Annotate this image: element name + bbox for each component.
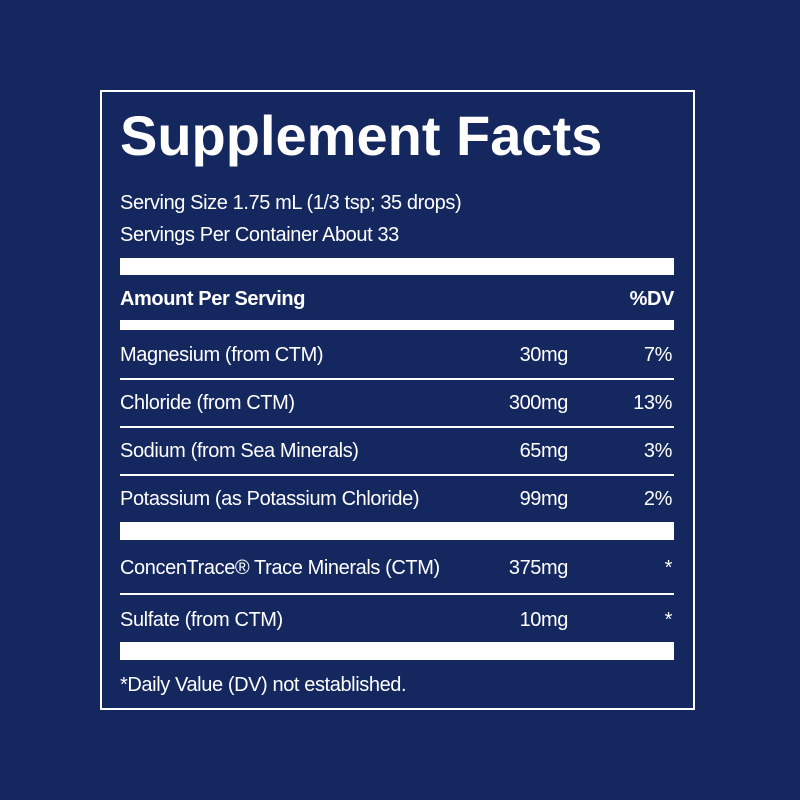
thin-rule [120, 593, 674, 595]
nutrient-dv: 3% [643, 440, 673, 462]
thin-rule [120, 474, 674, 476]
title: Supplement Facts [120, 104, 603, 167]
thin-rule [120, 426, 674, 428]
nutrient-amount: 10mg [519, 609, 569, 631]
nutrient-dv: 7% [643, 344, 673, 366]
nutrient-dv: 2% [643, 488, 673, 510]
servings-per-container: Servings Per Container About 33 [120, 224, 399, 246]
nutrient-dv: * [664, 609, 673, 631]
thick-rule [120, 642, 674, 660]
serving-size: Serving Size 1.75 mL (1/3 tsp; 35 drops) [120, 192, 462, 214]
thick-rule [120, 258, 674, 275]
nutrient-name: Potassium (as Potassium Chloride) [120, 488, 420, 510]
nutrient-amount: 375mg [508, 557, 569, 579]
thin-rule [120, 378, 674, 380]
nutrient-amount: 99mg [519, 488, 569, 510]
header-amount: Amount Per Serving [120, 288, 306, 310]
nutrient-name: ConcenTrace® Trace Minerals (CTM) [120, 557, 440, 579]
medium-rule [120, 320, 674, 330]
nutrient-name: Chloride (from CTM) [120, 392, 295, 414]
nutrient-name: Sulfate (from CTM) [120, 609, 283, 631]
header-dv: %DV [629, 288, 675, 310]
footnote: *Daily Value (DV) not established. [120, 674, 407, 696]
nutrient-name: Magnesium (from CTM) [120, 344, 324, 366]
nutrient-dv: * [664, 557, 673, 579]
nutrient-amount: 300mg [508, 392, 569, 414]
nutrient-name: Sodium (from Sea Minerals) [120, 440, 359, 462]
thick-rule [120, 522, 674, 540]
nutrient-amount: 30mg [519, 344, 569, 366]
nutrient-dv: 13% [633, 392, 672, 414]
nutrient-amount: 65mg [519, 440, 569, 462]
label-border [100, 90, 695, 710]
